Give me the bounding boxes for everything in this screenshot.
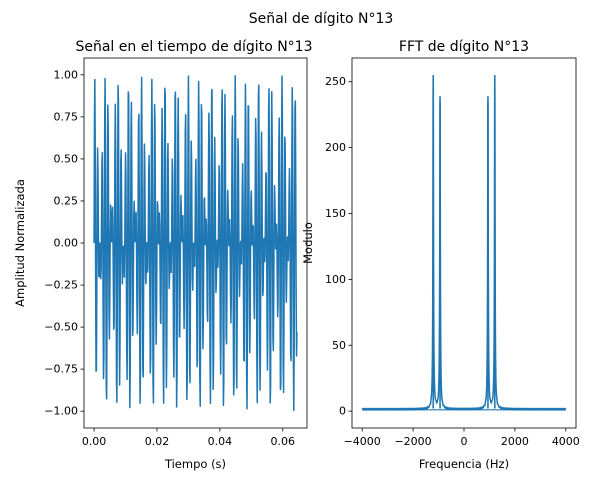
y-tick-label: 250	[325, 75, 346, 88]
y-tick-label: −1.00	[44, 405, 78, 418]
time-plot-ylabel: Amplitud Normalizada	[13, 179, 27, 307]
x-tick-label: 0	[461, 435, 468, 448]
fft-plot-ticks: −4000 −2000 0 2000 4000 0 50 100 150 200 250	[325, 75, 580, 448]
x-tick-label: −4000	[344, 435, 381, 448]
time-signal-subplot: Señal en el tiempo de dígito N°13 0.00 0.…	[13, 39, 313, 471]
x-tick-label: 0.04	[208, 435, 233, 448]
time-plot-series	[93, 74, 298, 412]
y-tick-label: 100	[325, 273, 346, 286]
x-tick-label: 0.00	[82, 435, 107, 448]
y-tick-label: 0.75	[54, 110, 79, 123]
x-tick-label: 0.02	[145, 435, 170, 448]
fft-plot-title: FFT de dígito N°13	[399, 39, 529, 55]
y-tick-label: 0	[339, 405, 346, 418]
fft-plot-series	[361, 75, 567, 411]
y-tick-label: −0.25	[44, 279, 78, 292]
fft-plot-xlabel: Frequencia (Hz)	[419, 457, 509, 471]
time-plot-ticks: 0.00 0.02 0.04 0.06 −1.00 −0.75 −0.50 −0.25 0.00…	[44, 68, 295, 448]
x-tick-label: −2000	[394, 435, 431, 448]
y-tick-label: −0.50	[44, 321, 78, 334]
fft-plot-frame	[351, 57, 577, 429]
fft-subplot: FFT de dígito N°13 −4000 −2000 0 2000 4000 0 5…	[301, 39, 580, 471]
time-signal-line	[93, 74, 298, 412]
y-tick-label: −0.75	[44, 363, 78, 376]
x-tick-label: 2000	[501, 435, 529, 448]
x-tick-label: 0.06	[271, 435, 296, 448]
time-plot-xlabel: Tiempo (s)	[164, 457, 226, 471]
y-tick-label: 1.00	[54, 68, 79, 81]
x-tick-label: 4000	[552, 435, 580, 448]
time-plot-frame	[83, 57, 308, 429]
y-tick-label: 50	[332, 339, 346, 352]
figure-suptitle: Señal de dígito N°13	[249, 11, 394, 27]
y-tick-label: 150	[325, 207, 346, 220]
fft-plot-ylabel: Modulo	[301, 222, 315, 264]
y-tick-label: 200	[325, 141, 346, 154]
y-tick-label: 0.50	[54, 152, 79, 165]
y-tick-label: 0.00	[54, 237, 79, 250]
y-tick-label: 0.25	[54, 194, 79, 207]
time-plot-title: Señal en el tiempo de dígito N°13	[75, 39, 312, 55]
